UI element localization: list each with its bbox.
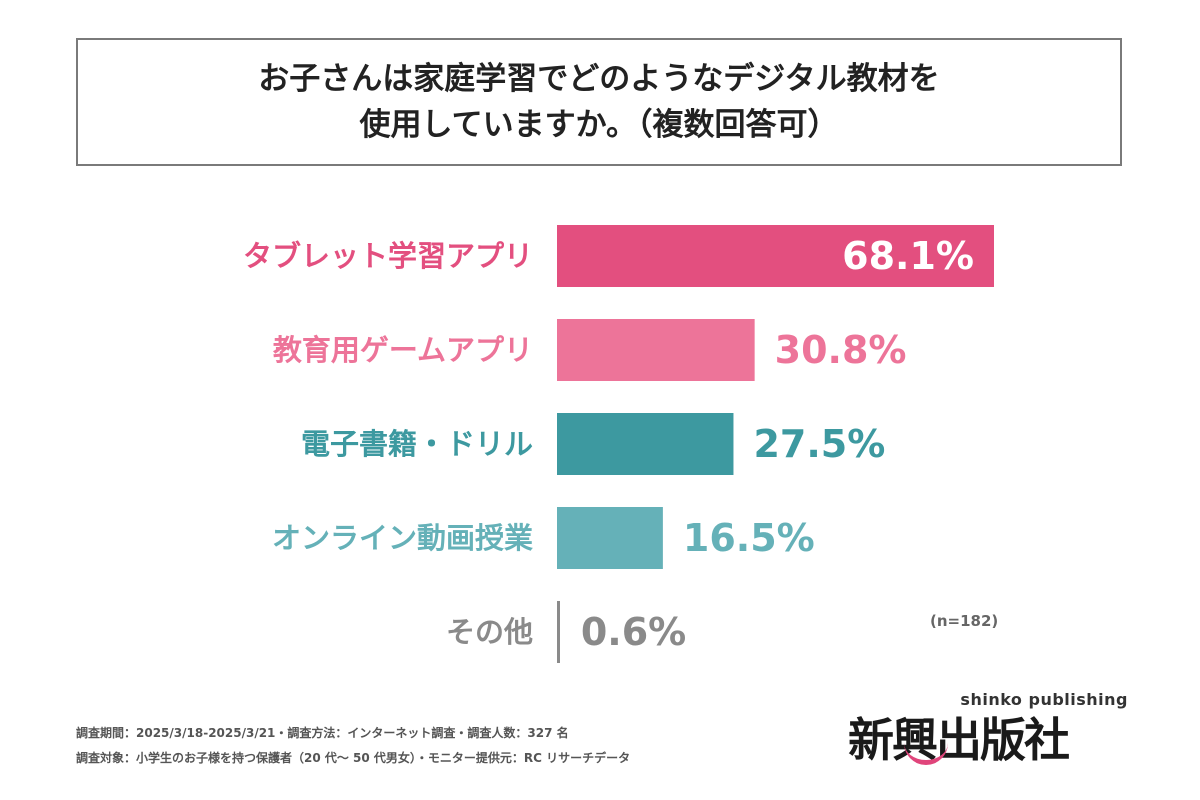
bar [557, 601, 560, 663]
title-line-2: 使用していますか。（複数回答可） [359, 107, 839, 143]
value-label: 30.8% [775, 328, 907, 372]
value-label: 68.1% [842, 234, 974, 278]
logo-english: shinko publishing [960, 690, 1128, 709]
footer-survey-target: 調査対象：小学生のお子様を持つ保護者（20 代～ 50 代男女）・モニター提供元… [76, 751, 631, 765]
bar [557, 507, 663, 569]
bar [557, 225, 994, 287]
sample-size-note: (n=182) [930, 612, 999, 630]
value-label: 27.5% [753, 422, 885, 466]
value-label: 16.5% [683, 516, 815, 560]
value-label: 0.6% [581, 610, 686, 654]
publisher-logo: shinko publishing 新興出版社 [848, 690, 1128, 770]
title-line-1: お子さんは家庭学習でどのようなデジタル教材を [258, 60, 940, 97]
category-label: 教育用ゲームアプリ [273, 333, 533, 367]
title-box: お子さんは家庭学習でどのようなデジタル教材を 使用していますか。（複数回答可） [76, 38, 1122, 166]
logo-japanese: 新興出版社 [848, 713, 1070, 767]
bar [557, 319, 755, 381]
category-label: その他 [446, 615, 533, 649]
category-label: オンライン動画授業 [272, 521, 533, 555]
category-label: タブレット学習アプリ [243, 239, 533, 273]
logo-smile-mark [904, 742, 948, 765]
footer-survey-info: 調査期間：2025/3/18-2025/3/21・調査方法：インターネット調査・… [76, 726, 569, 740]
bar [557, 413, 734, 475]
category-label: 電子書籍・ドリル [301, 427, 533, 461]
